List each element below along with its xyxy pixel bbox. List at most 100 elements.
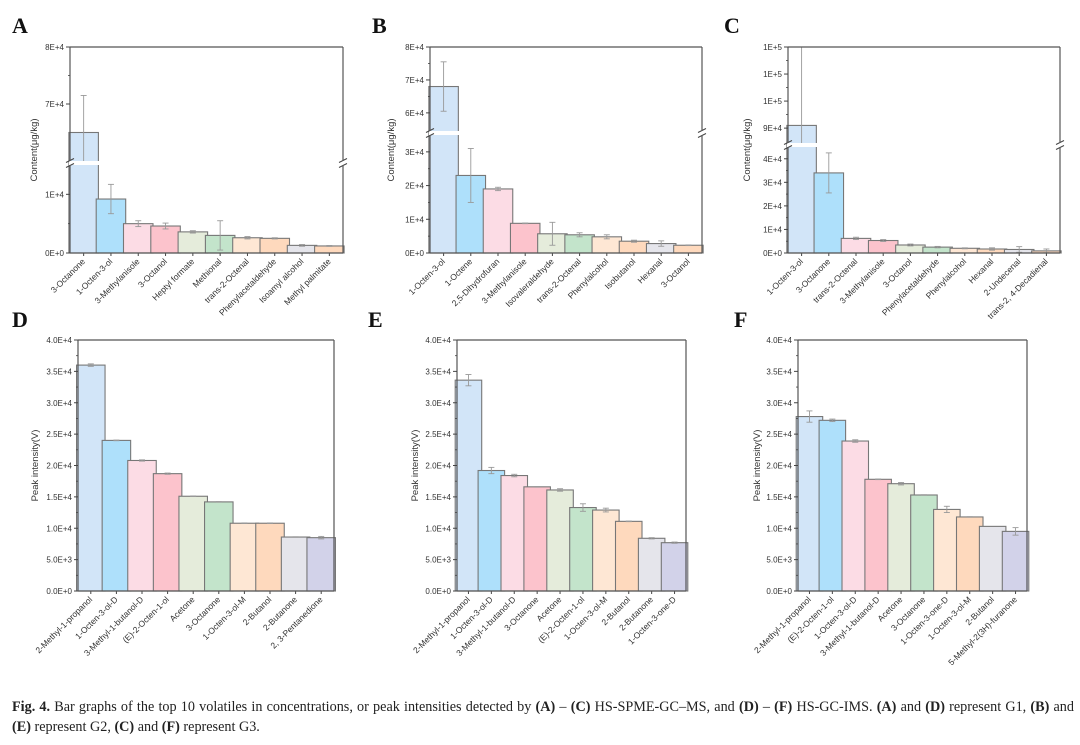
category-label: 2,5-Dihydrofuran [450, 256, 502, 308]
caption-text: represent G3. [179, 719, 260, 735]
caption-ref: (E) [12, 719, 31, 735]
bar [867, 239, 899, 254]
bar [177, 231, 209, 254]
y-tick-label: 2.5E+4 [766, 430, 792, 439]
caption-ref: (C) [570, 699, 591, 715]
panel-letter: C [724, 13, 740, 38]
y-tick-label: 0E+0 [763, 249, 782, 258]
panel-letter: F [734, 307, 747, 332]
chart-panel-f: F2-Methyl-1-propanol(E)-2-Octen-1-ol1-Oc… [734, 307, 1030, 667]
panel-letter: B [372, 13, 387, 38]
figure-4: A3-Octanone1-Octen-3-ol3-Methylanisole3-… [12, 13, 1065, 667]
panel-letter: E [368, 307, 383, 332]
y-axis-title: Peak intensity(V) [30, 430, 41, 502]
bar [76, 364, 106, 592]
bar [660, 542, 689, 592]
y-tick-label: 1E+4 [405, 215, 424, 224]
bar [122, 223, 154, 254]
y-tick-label: 3.0E+4 [766, 399, 792, 408]
y-tick-label: 2E+4 [405, 182, 424, 191]
bar [887, 483, 915, 592]
caption-ref: Fig. 4. [12, 699, 51, 715]
category-label: 1-Octen-3-ol [407, 256, 448, 297]
bar [229, 522, 260, 592]
chart-panel-b: B1-Octen-3-ol1-Octene2,5-Dihydrofuran3-M… [372, 13, 707, 309]
caption-ref: (D) [925, 699, 945, 715]
caption-ref: (B) [1030, 699, 1050, 715]
bar [127, 459, 157, 592]
y-tick-label: 0.0E+0 [46, 587, 72, 596]
caption-text: HS-GC-IMS. [792, 699, 877, 715]
y-tick-label: 4.0E+4 [766, 336, 792, 345]
category-label: 3-Octanol [659, 256, 692, 289]
y-tick-label: 3.0E+4 [425, 399, 451, 408]
y-tick-label: 5.0E+3 [425, 556, 451, 565]
bar [306, 537, 337, 592]
caption-text: represent G1, [944, 699, 1031, 715]
bar [178, 495, 208, 592]
bar [454, 379, 483, 592]
bar [841, 440, 870, 592]
y-tick-label: 2.5E+4 [46, 430, 72, 439]
bar [509, 222, 541, 254]
y-tick-label: 4.0E+4 [425, 336, 451, 345]
category-label: (E)-2-Octen-1-ol [121, 594, 172, 645]
y-tick-label: 2.0E+4 [766, 462, 792, 471]
y-tick-label: 3E+4 [763, 178, 782, 187]
chart-panel-c: C1-Octen-3-ol3-Octanonetrans-2-Octenal3-… [724, 13, 1065, 321]
y-tick-label: 0E+0 [405, 249, 424, 258]
caption-text: HS-SPME-GC–MS, and [590, 699, 739, 715]
bar [818, 419, 847, 592]
y-axis-title: Peak intensity(V) [752, 430, 763, 502]
figure-caption: Fig. 4. Bar graphs of the top 10 volatil… [12, 697, 1074, 737]
y-tick-label: 0.0E+0 [766, 587, 792, 596]
y-tick-label: 5.0E+3 [766, 556, 792, 565]
y-tick-label: 8E+4 [405, 43, 424, 52]
y-axis-title: Content(μg/kg) [29, 118, 40, 181]
y-axis-title: Content(μg/kg) [742, 118, 753, 181]
y-tick-label: 1.5E+4 [766, 493, 792, 502]
y-tick-label: 8E+4 [45, 43, 64, 52]
axis-break-gap [429, 131, 703, 135]
caption-text: Bar graphs of the top 10 volatiles in co… [50, 699, 536, 715]
bar [564, 234, 595, 254]
axis-break-gap [787, 143, 1061, 147]
y-tick-label: 1.0E+4 [766, 524, 792, 533]
y-tick-label: 6E+4 [405, 109, 424, 118]
y-tick-label: 3E+4 [405, 148, 424, 157]
bar [101, 439, 132, 592]
category-label: Isovaleraldehyde [503, 256, 556, 309]
y-tick-label: 3.0E+4 [46, 399, 72, 408]
y-tick-label: 1E+5 [763, 97, 782, 106]
y-tick-label: 1E+4 [45, 190, 64, 199]
y-tick-label: 9E+4 [763, 124, 782, 133]
caption-text: and [896, 699, 926, 715]
y-tick-label: 1.5E+4 [46, 493, 72, 502]
chart-panel-d: D2-Methyl-1-propanol1-Octen-3-ol-D3-Meth… [12, 307, 337, 658]
y-tick-label: 1E+4 [763, 225, 782, 234]
y-tick-label: 2E+4 [763, 202, 782, 211]
y-tick-label: 2.0E+4 [425, 462, 451, 471]
y-tick-label: 0E+0 [45, 249, 64, 258]
y-tick-label: 5.0E+3 [46, 556, 72, 565]
caption-text: – [758, 699, 775, 715]
bar [618, 240, 650, 254]
y-tick-label: 1.0E+4 [46, 524, 72, 533]
bar [614, 520, 643, 592]
caption-text: represent G2, [30, 719, 115, 735]
y-axis-title: Peak intensity(V) [410, 430, 421, 502]
y-tick-label: 2.5E+4 [425, 430, 451, 439]
bar [673, 244, 704, 254]
panel-letter: A [12, 13, 28, 38]
y-tick-label: 1E+5 [763, 70, 782, 79]
axis-break-gap [69, 161, 344, 165]
y-tick-label: 1E+5 [763, 43, 782, 52]
caption-text: and [134, 719, 162, 735]
caption-ref: (F) [774, 699, 793, 715]
y-tick-label: 4.0E+4 [46, 336, 72, 345]
y-tick-label: 4E+4 [763, 155, 782, 164]
bar [259, 237, 291, 254]
y-tick-label: 1.0E+4 [425, 524, 451, 533]
bar [204, 501, 234, 592]
caption-ref: (D) [738, 699, 759, 715]
